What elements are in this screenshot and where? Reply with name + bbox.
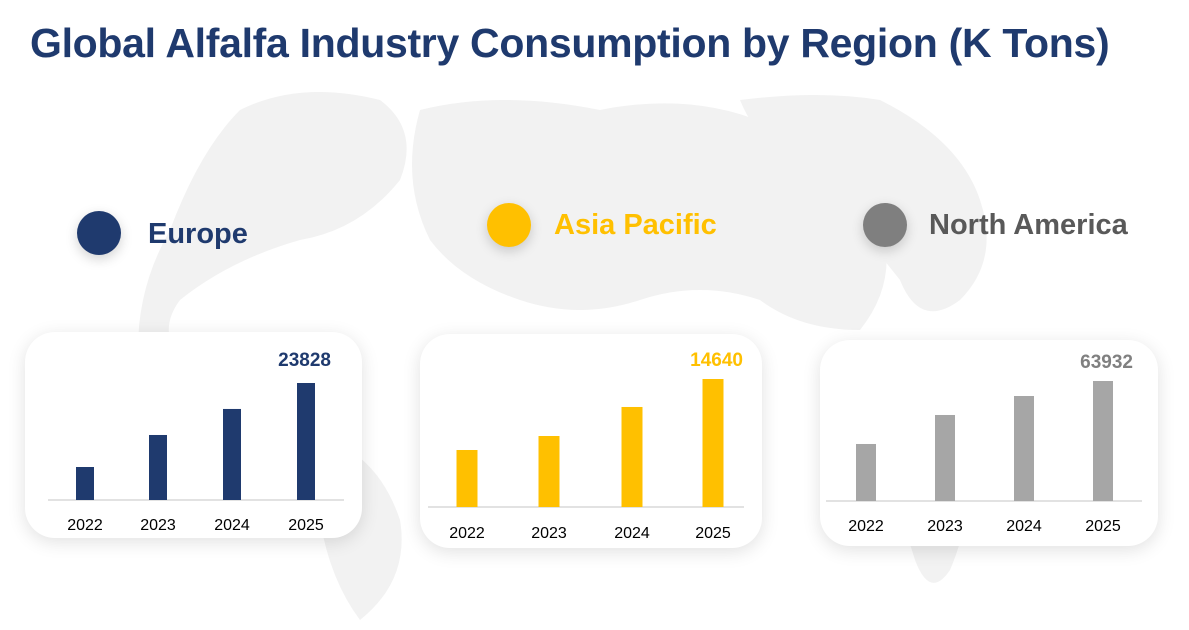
north-america-x-tick-label: 2022 [848,518,884,535]
asia-pacific-x-tick-label: 2025 [695,525,731,542]
europe-x-tick-label: 2025 [288,517,324,534]
europe-bar-2025 [297,383,315,500]
north-america-bar-2025 [1093,381,1113,501]
north-america-bar-2024 [1014,396,1034,501]
asia-pacific-x-tick-label: 2024 [614,525,650,542]
europe-x-tick-label: 2024 [214,517,250,534]
legend-dot-north-america [863,203,907,247]
legend-dot-asia-pacific [487,203,531,247]
europe-x-tick-label: 2023 [140,517,176,534]
asia-pacific-bar-2023 [538,436,560,507]
asia-pacific-x-tick-label: 2022 [449,525,485,542]
north-america-x-tick-label: 2024 [1006,518,1042,535]
asia-pacific-bar-2024 [621,406,643,507]
north-america-x-tick-label: 2025 [1085,518,1121,535]
europe-bar-2023 [149,434,167,500]
europe-x-tick-label: 2022 [67,517,103,534]
europe-bar-2022 [76,467,94,500]
legend-dot-europe [77,211,121,255]
legend-label-europe: Europe [148,218,248,250]
asia-pacific-bar-2022 [456,449,478,507]
europe-data-label: 23828 [278,350,331,371]
asia-pacific-data-label: 14640 [690,350,743,371]
north-america-x-tick-label: 2023 [927,518,963,535]
north-america-bar-2023 [935,414,955,501]
europe-bar-2024 [223,408,241,500]
legend-label-asia-pacific: Asia Pacific [554,209,717,241]
legend-label-north-america: North America [929,209,1128,241]
chart-title: Global Alfalfa Industry Consumption by R… [30,20,1110,66]
north-america-bar-2022 [856,443,876,501]
north-america-data-label: 63932 [1080,352,1133,373]
asia-pacific-bar-2025 [702,379,724,507]
asia-pacific-x-tick-label: 2023 [531,525,567,542]
